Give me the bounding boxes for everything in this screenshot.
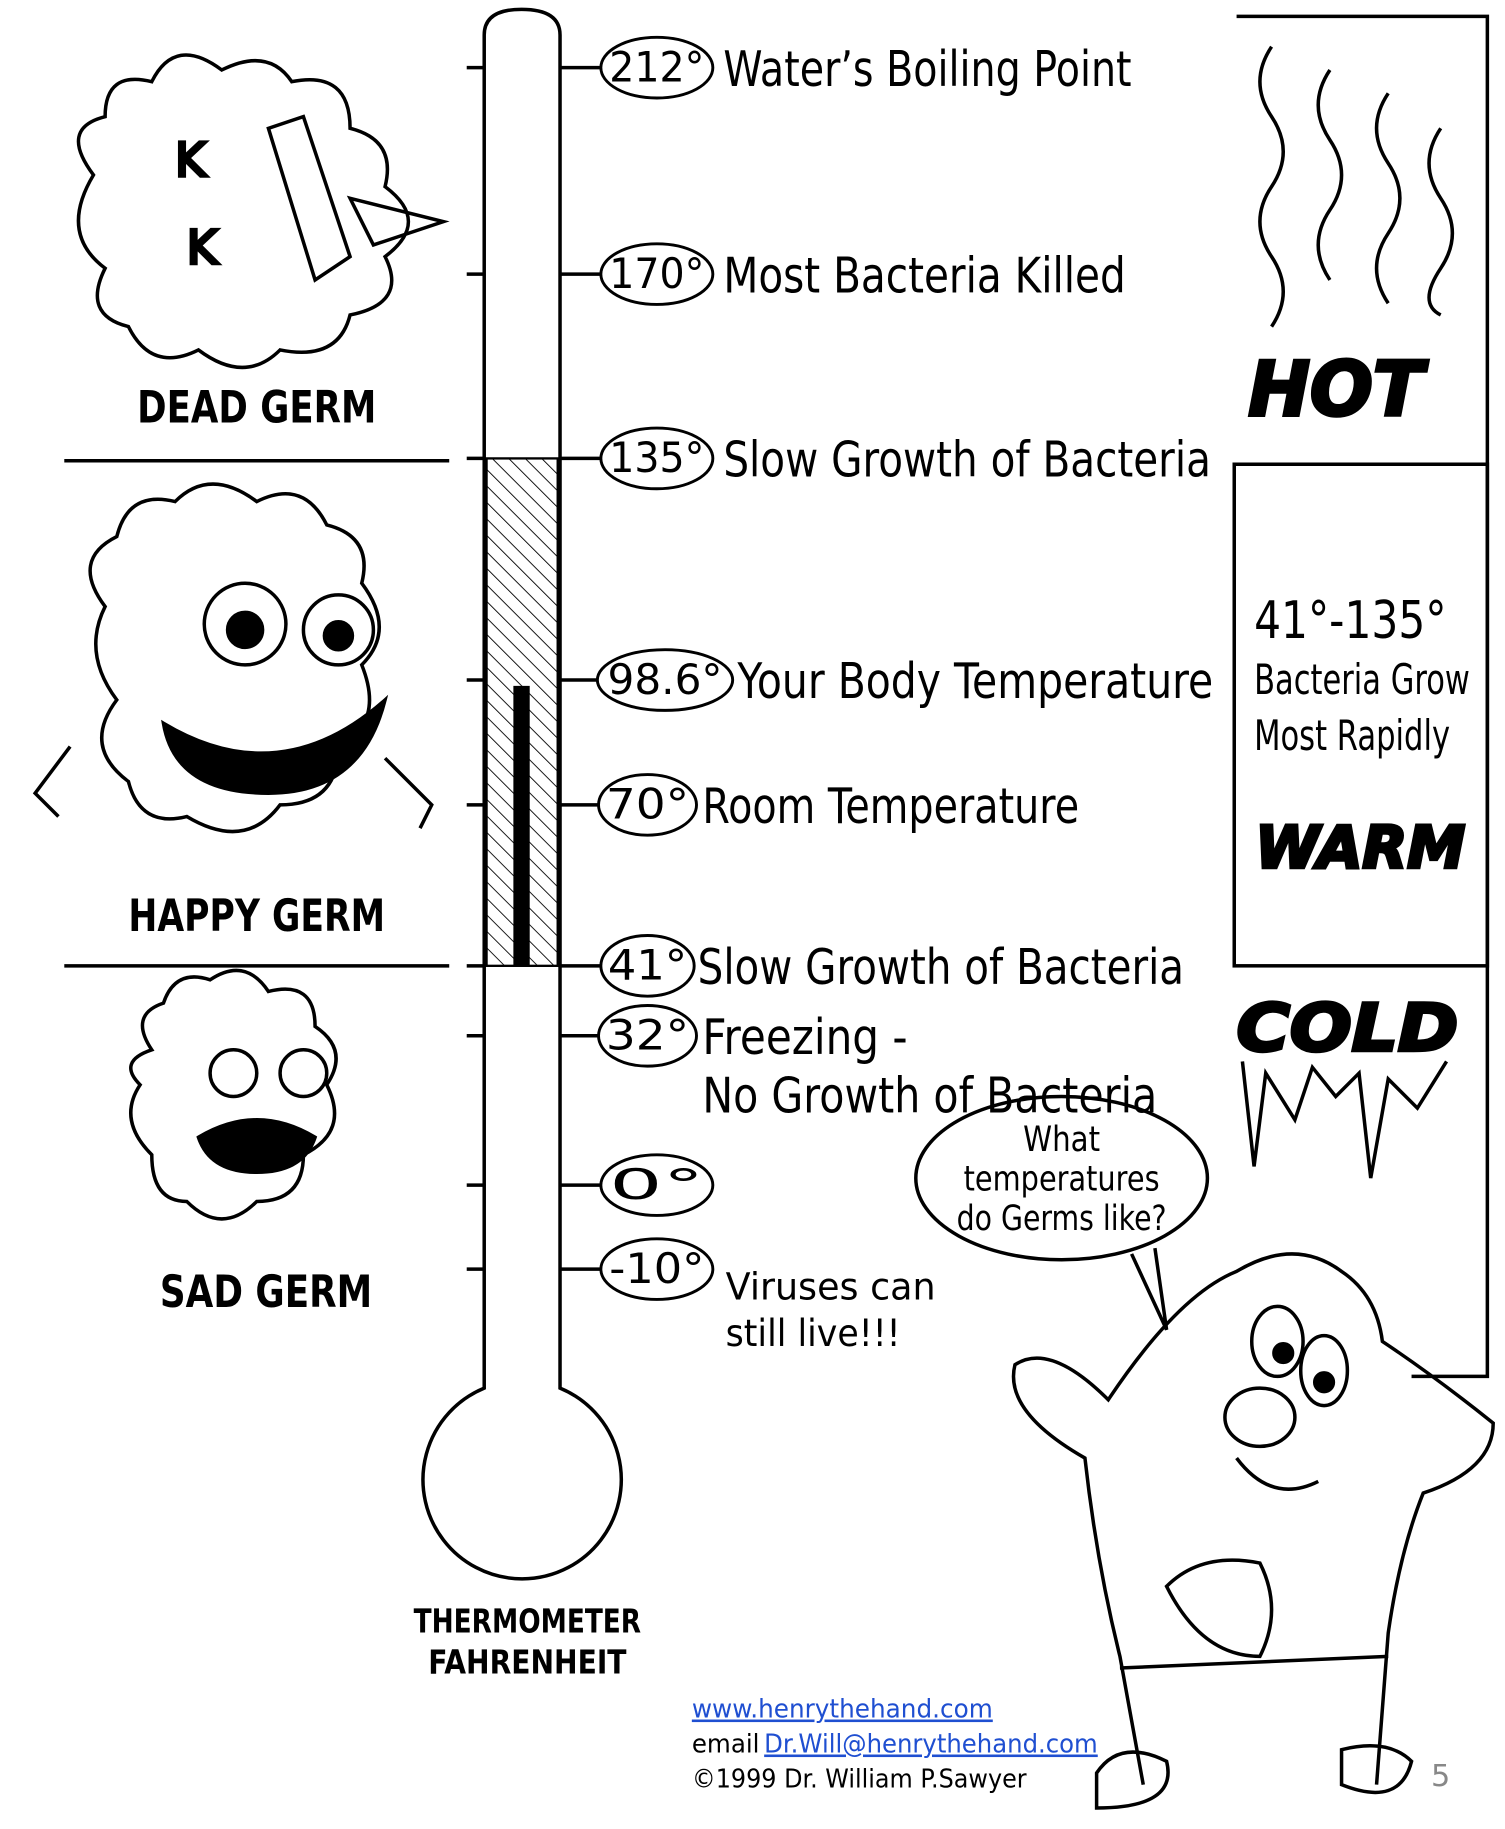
- temp-label: 212°: [609, 42, 704, 91]
- marker-label: Room Temperature: [702, 778, 1079, 835]
- warm-box: [1232, 462, 1490, 968]
- happy-germ: [32, 482, 434, 834]
- url-link[interactable]: www.henrythehand.com: [692, 1695, 993, 1725]
- germ-label: HAPPY GERM: [128, 891, 385, 942]
- temp-label: 135°: [609, 433, 704, 482]
- temp-oval: [599, 426, 715, 491]
- virus-note: still live!!!: [726, 1311, 901, 1355]
- germ-label: SAD GERM: [160, 1267, 372, 1318]
- warm-text: Most Rapidly: [1254, 711, 1450, 760]
- thermometer-caption: FAHRENHEIT: [428, 1644, 627, 1682]
- temp-oval: [599, 934, 696, 998]
- germ-label: DEAD GERM: [137, 383, 376, 434]
- cold-label: COLD: [1237, 990, 1459, 1066]
- temp-label: 0°: [609, 1160, 704, 1209]
- body-temp-bar: [513, 685, 530, 966]
- temp-oval: [597, 1004, 698, 1068]
- temp-label: -10°: [609, 1244, 704, 1293]
- marker-label: Most Bacteria Killed: [723, 247, 1125, 304]
- temp-oval: [599, 35, 715, 100]
- temp-label: 41°: [608, 941, 687, 990]
- svg-text:K: K: [187, 221, 219, 275]
- copyright: ©1999 Dr. William P.Sawyer: [692, 1765, 1027, 1795]
- temp-label: 170°: [609, 249, 704, 298]
- marker-label: Your Body Temperature: [737, 653, 1214, 710]
- bubble-text: do Germs like?: [957, 1199, 1167, 1239]
- bubble-text: What: [1023, 1120, 1100, 1160]
- thermometer-caption: THERMOMETER: [414, 1603, 641, 1641]
- svg-text:K: K: [175, 134, 207, 188]
- temp-oval: [595, 648, 735, 712]
- hot-label: HOT: [1248, 346, 1428, 433]
- speech-bubble: [914, 1094, 1210, 1331]
- marker-label: No Growth of Bacteria: [702, 1067, 1157, 1124]
- temp-label: 70°: [606, 780, 689, 829]
- email-prefix: email: [692, 1730, 760, 1760]
- email-link[interactable]: Dr.Will@henrythehand.com: [764, 1730, 1098, 1760]
- henry-the-hand: [1011, 1252, 1495, 1810]
- page-number: 5: [1431, 1759, 1450, 1794]
- marker-label: Slow Growth of Bacteria: [723, 432, 1211, 489]
- heat-waves: [1258, 45, 1454, 328]
- marker-label: Slow Growth of Bacteria: [698, 939, 1184, 996]
- temp-oval: [599, 242, 715, 306]
- temp-label: 98.6°: [608, 655, 723, 704]
- warm-range: 41°-135°: [1254, 591, 1446, 651]
- bubble-text: temperatures: [964, 1159, 1160, 1199]
- warm-label: WARM: [1255, 814, 1465, 882]
- marker-label: Freezing -: [702, 1009, 907, 1066]
- dead-germ: KK: [76, 53, 450, 370]
- temp-label: 32°: [606, 1011, 689, 1060]
- marker-label: Water’s Boiling Point: [723, 41, 1131, 98]
- warm-text: Bacteria Grow: [1254, 655, 1470, 704]
- temp-oval: [599, 1153, 715, 1217]
- sad-germ: [129, 968, 338, 1221]
- temp-oval: [597, 773, 698, 837]
- temp-oval: [599, 1237, 715, 1301]
- thermometer: [421, 7, 624, 1581]
- icicles: [1240, 1060, 1449, 1179]
- virus-note: Viruses can: [726, 1264, 936, 1308]
